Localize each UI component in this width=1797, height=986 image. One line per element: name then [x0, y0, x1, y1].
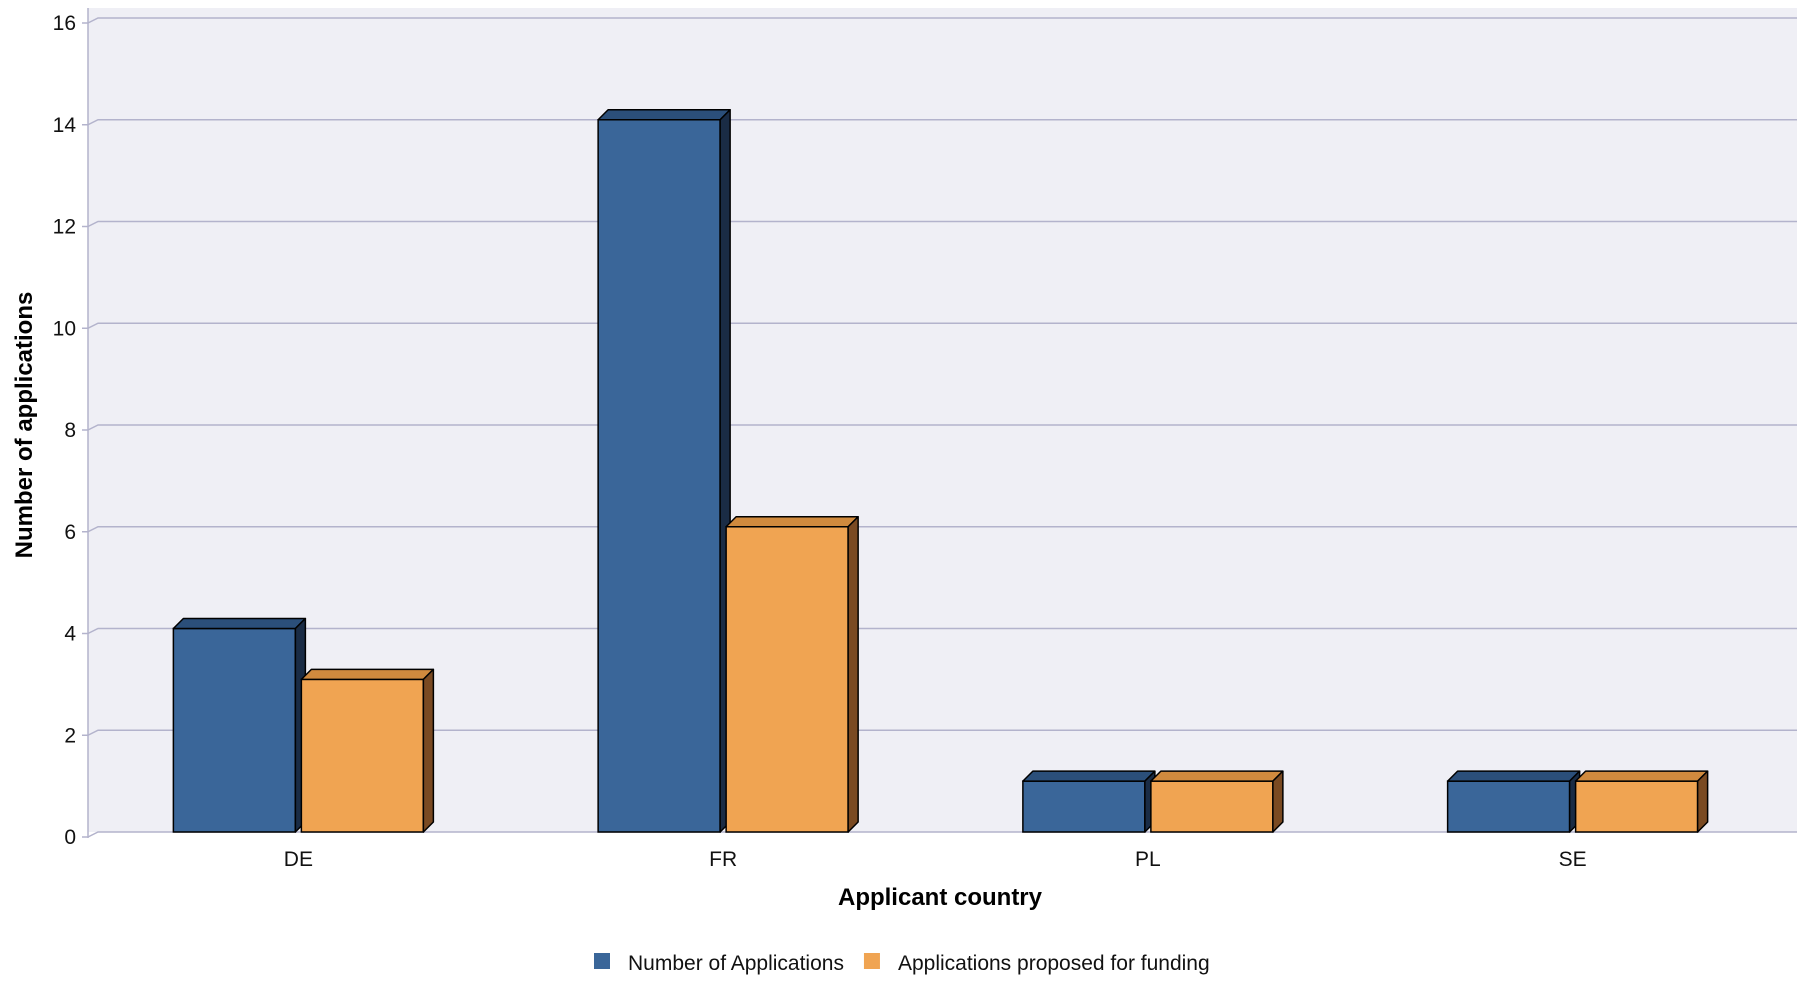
bar-top: [1150, 770, 1284, 782]
y-tick-label: 12: [53, 216, 76, 239]
bar-top: [1022, 770, 1156, 782]
grid-line: [87, 17, 1797, 24]
bar-front: [597, 119, 721, 833]
x-tick-label: SE: [1559, 848, 1587, 871]
bars: [172, 109, 1709, 833]
grid-line: [87, 729, 1797, 736]
y-axis-ticks: 0 2 4 6 8 10 12 14 16: [53, 12, 77, 849]
bar-front: [300, 678, 425, 833]
bar-top: [300, 668, 435, 681]
grid-line: [87, 119, 1797, 126]
y-tick-label: 4: [64, 623, 76, 646]
y-tick-label: 14: [53, 114, 77, 137]
bar-side: [1272, 770, 1284, 833]
y-tick-label: 10: [53, 317, 76, 340]
bar-side: [422, 668, 435, 833]
bar-top: [725, 516, 859, 528]
bar: [1574, 770, 1709, 833]
bar-front: [1022, 780, 1146, 833]
legend-swatch: [863, 953, 880, 969]
grid-line: [87, 322, 1797, 329]
bar-front: [1150, 780, 1274, 833]
bar: [725, 516, 859, 833]
x-tick-label: FR: [709, 848, 737, 871]
bar-front: [1574, 780, 1699, 833]
bar: [597, 109, 731, 833]
legend-swatch: [594, 953, 610, 969]
bar: [1022, 770, 1156, 833]
bar-top: [597, 109, 731, 121]
y-tick-label: 6: [64, 521, 76, 544]
grid-line: [87, 627, 1797, 635]
grid-line: [87, 220, 1797, 228]
y-tick-label: 0: [64, 826, 76, 849]
y-axis-title: Number of applications: [11, 292, 38, 559]
bar-front: [172, 627, 297, 833]
bar: [300, 668, 435, 833]
bar-side: [847, 516, 859, 833]
legend-label: Number of Applications: [628, 952, 844, 975]
bar-top: [1446, 770, 1581, 782]
bar: [1446, 770, 1581, 833]
bar: [1150, 770, 1284, 833]
x-axis-title: Applicant country: [838, 884, 1043, 911]
grid-lines: [82, 8, 1797, 838]
x-tick-label: PL: [1135, 848, 1161, 871]
legend-label: Applications proposed for funding: [898, 952, 1210, 975]
x-tick-label: DE: [284, 848, 313, 871]
bar-top: [1574, 770, 1709, 782]
bar-front: [725, 526, 849, 833]
bar-side: [1696, 770, 1709, 833]
y-tick-label: 16: [53, 12, 76, 35]
legend: Number of Applications Applications propo…: [594, 952, 1210, 975]
y-tick-label: 8: [64, 419, 76, 442]
grid-line: [87, 526, 1797, 533]
y-tick-label: 2: [64, 724, 76, 747]
bar-front: [1446, 780, 1571, 833]
grid-line: [87, 424, 1797, 431]
bar: [172, 617, 307, 833]
x-axis-ticks: DE FR PL SE: [284, 848, 1587, 871]
bar-top: [172, 617, 307, 630]
